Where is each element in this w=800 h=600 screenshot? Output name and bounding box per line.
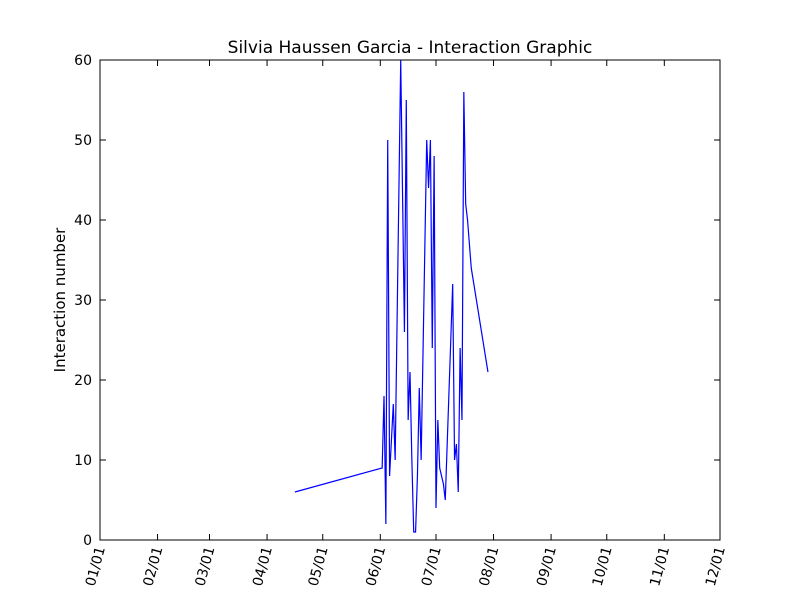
series-line-0 [294, 59, 489, 533]
y-tick-label: 30 [74, 293, 92, 309]
x-tick-label: 06/01 [363, 545, 389, 588]
y-tick-label: 20 [74, 373, 92, 389]
x-tick-label: 03/01 [192, 545, 218, 588]
plot-area [294, 59, 489, 533]
x-tick-label: 11/01 [647, 545, 673, 588]
axis-ticks [99, 59, 721, 541]
x-tick-label: 07/01 [419, 545, 445, 588]
y-tick-label: 50 [74, 133, 92, 149]
chart-title: Silvia Haussen Garcia - Interaction Grap… [228, 38, 593, 58]
y-tick-label: 0 [83, 533, 92, 549]
y-axis-title: Interaction number [51, 227, 69, 373]
x-tick-label: 01/01 [83, 545, 109, 588]
y-tick-label: 40 [74, 213, 92, 229]
x-tick-label: 12/01 [703, 545, 729, 588]
y-tick-label: 60 [74, 53, 92, 69]
x-tick-label: 04/01 [250, 545, 276, 588]
x-tick-label: 05/01 [306, 545, 332, 588]
x-tick-label: 09/01 [534, 545, 560, 588]
y-tick-label: 10 [74, 453, 92, 469]
x-tick-label: 02/01 [141, 545, 167, 588]
x-tick-label: 08/01 [476, 545, 502, 588]
x-tick-label: 10/01 [590, 545, 616, 588]
plot-frame [99, 59, 721, 541]
